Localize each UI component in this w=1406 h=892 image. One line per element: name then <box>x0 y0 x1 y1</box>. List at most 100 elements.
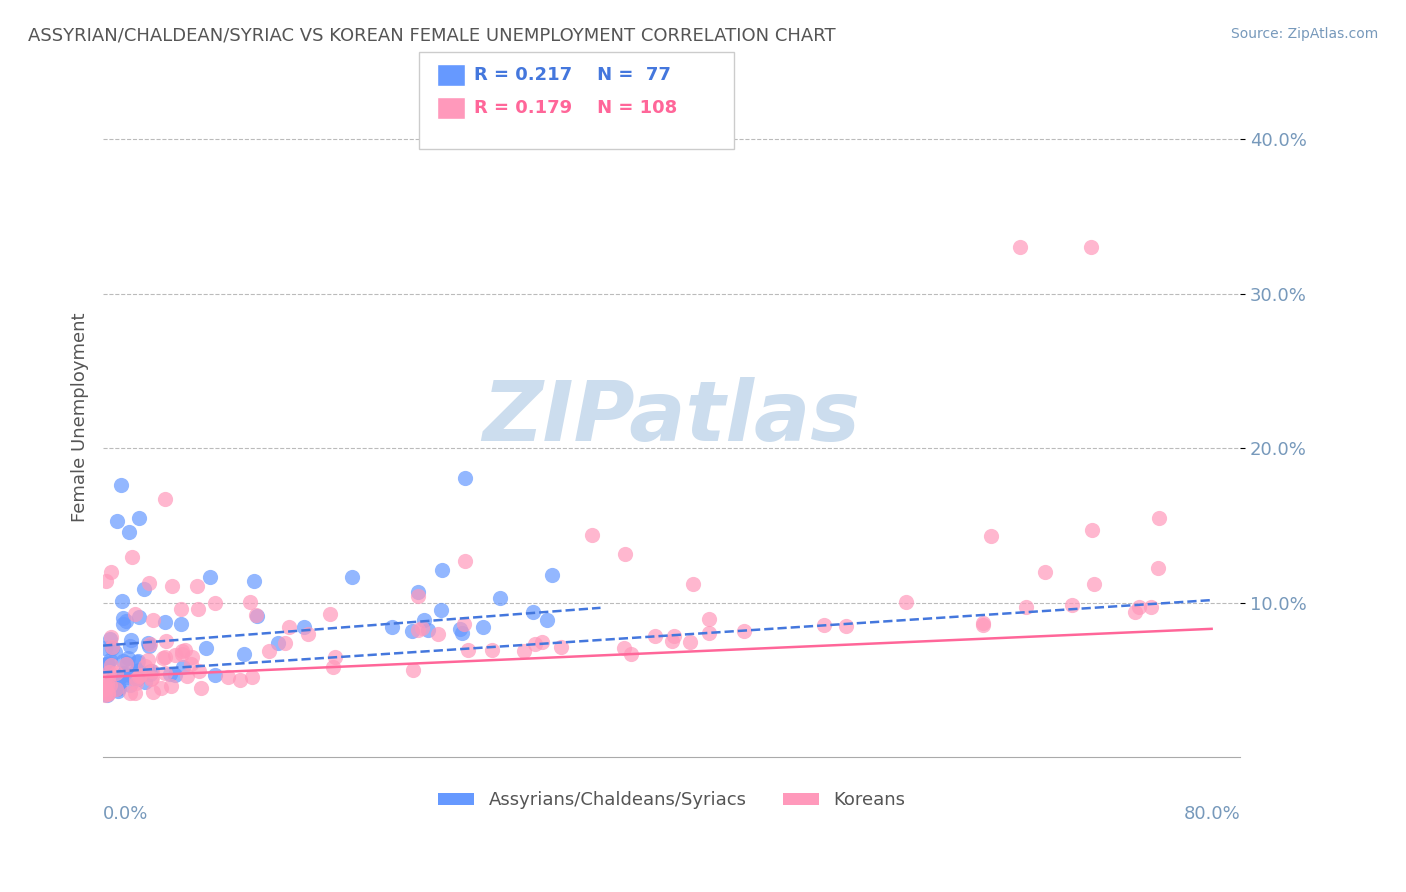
Assyrians/Chaldeans/Syriacs <box>101 672 124 686</box>
Assyrians/Chaldeans/Syriacs <box>105 681 128 696</box>
Koreans <box>115 657 138 672</box>
Koreans <box>614 548 637 562</box>
Assyrians/Chaldeans/Syriacs <box>340 570 363 584</box>
Koreans <box>172 644 194 658</box>
Koreans <box>1060 599 1083 613</box>
Assyrians/Chaldeans/Syriacs <box>406 585 429 599</box>
Koreans <box>186 579 208 593</box>
Assyrians/Chaldeans/Syriacs <box>204 668 226 682</box>
Koreans <box>1147 560 1170 574</box>
Koreans <box>100 630 122 644</box>
Legend: Assyrians/Chaldeans/Syriacs, Koreans: Assyrians/Chaldeans/Syriacs, Koreans <box>430 784 912 816</box>
Assyrians/Chaldeans/Syriacs <box>127 655 149 669</box>
Text: 0.0%: 0.0% <box>103 805 149 823</box>
Koreans <box>96 678 118 692</box>
Koreans <box>138 576 160 591</box>
Koreans <box>662 629 685 643</box>
Assyrians/Chaldeans/Syriacs <box>198 570 221 584</box>
Koreans <box>98 678 121 692</box>
Assyrians/Chaldeans/Syriacs <box>105 679 128 693</box>
Assyrians/Chaldeans/Syriacs <box>429 603 451 617</box>
Assyrians/Chaldeans/Syriacs <box>120 633 142 648</box>
Assyrians/Chaldeans/Syriacs <box>401 624 423 639</box>
Assyrians/Chaldeans/Syriacs <box>111 654 134 668</box>
Assyrians/Chaldeans/Syriacs <box>111 617 134 632</box>
Koreans <box>187 601 209 615</box>
Koreans <box>217 670 239 684</box>
Assyrians/Chaldeans/Syriacs <box>110 478 132 492</box>
Assyrians/Chaldeans/Syriacs <box>120 639 142 653</box>
Assyrians/Chaldeans/Syriacs <box>138 639 160 653</box>
Koreans <box>257 644 280 658</box>
Koreans <box>682 577 704 591</box>
Assyrians/Chaldeans/Syriacs <box>416 623 439 637</box>
Assyrians/Chaldeans/Syriacs <box>125 664 148 678</box>
Assyrians/Chaldeans/Syriacs <box>112 611 135 625</box>
Koreans <box>139 637 162 651</box>
Koreans <box>323 649 346 664</box>
Assyrians/Chaldeans/Syriacs <box>107 684 129 698</box>
Koreans <box>813 618 835 632</box>
Koreans <box>678 635 700 649</box>
Assyrians/Chaldeans/Syriacs <box>453 471 475 485</box>
Koreans <box>697 625 720 640</box>
Koreans <box>550 640 572 654</box>
Assyrians/Chaldeans/Syriacs <box>112 666 135 681</box>
Koreans <box>142 613 165 627</box>
Koreans <box>980 529 1002 543</box>
Koreans <box>453 617 475 632</box>
Koreans <box>1147 510 1170 524</box>
Assyrians/Chaldeans/Syriacs <box>112 665 135 680</box>
Koreans <box>406 623 429 637</box>
Koreans <box>93 682 115 697</box>
Assyrians/Chaldeans/Syriacs <box>117 651 139 665</box>
Assyrians/Chaldeans/Syriacs <box>449 622 471 636</box>
Koreans <box>121 549 143 564</box>
Koreans <box>155 634 177 648</box>
Koreans <box>155 491 177 506</box>
Koreans <box>134 658 156 673</box>
Koreans <box>426 627 449 641</box>
Koreans <box>94 688 117 702</box>
Assyrians/Chaldeans/Syriacs <box>170 617 193 632</box>
Assyrians/Chaldeans/Syriacs <box>138 665 160 679</box>
Koreans <box>125 676 148 690</box>
Koreans <box>644 629 666 643</box>
Koreans <box>188 664 211 678</box>
Koreans <box>513 644 536 658</box>
Koreans <box>454 554 477 568</box>
Koreans <box>94 679 117 693</box>
Koreans <box>697 612 720 626</box>
Assyrians/Chaldeans/Syriacs <box>96 688 118 702</box>
Assyrians/Chaldeans/Syriacs <box>430 563 453 577</box>
Koreans <box>972 618 994 632</box>
Assyrians/Chaldeans/Syriacs <box>128 511 150 525</box>
Koreans <box>1080 240 1102 254</box>
Koreans <box>240 670 263 684</box>
Koreans <box>524 637 547 651</box>
Koreans <box>1033 565 1056 579</box>
Koreans <box>160 679 183 693</box>
Text: Source: ZipAtlas.com: Source: ZipAtlas.com <box>1230 27 1378 41</box>
Koreans <box>97 687 120 701</box>
Koreans <box>531 635 554 649</box>
Assyrians/Chaldeans/Syriacs <box>381 620 404 634</box>
Assyrians/Chaldeans/Syriacs <box>105 514 128 528</box>
Assyrians/Chaldeans/Syriacs <box>267 636 290 650</box>
Assyrians/Chaldeans/Syriacs <box>163 668 186 682</box>
Assyrians/Chaldeans/Syriacs <box>540 567 562 582</box>
Koreans <box>141 672 163 686</box>
Koreans <box>170 602 193 616</box>
Koreans <box>100 640 122 654</box>
Assyrians/Chaldeans/Syriacs <box>117 670 139 684</box>
Assyrians/Chaldeans/Syriacs <box>155 615 177 629</box>
Koreans <box>322 660 344 674</box>
Text: R = 0.179    N = 108: R = 0.179 N = 108 <box>474 99 678 117</box>
Koreans <box>176 668 198 682</box>
Koreans <box>1015 600 1038 615</box>
Koreans <box>105 682 128 697</box>
Koreans <box>620 648 643 662</box>
Assyrians/Chaldeans/Syriacs <box>471 620 494 634</box>
Assyrians/Chaldeans/Syriacs <box>103 673 125 688</box>
Assyrians/Chaldeans/Syriacs <box>111 668 134 682</box>
